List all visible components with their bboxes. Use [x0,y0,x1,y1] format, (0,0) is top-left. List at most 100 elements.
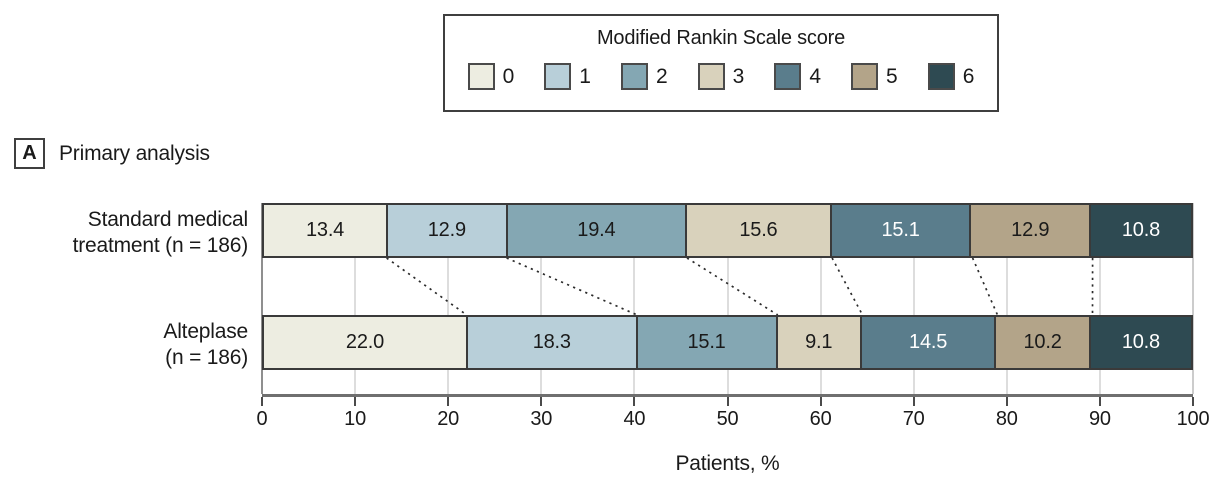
bar-segment-mrs-1: 12.9 [388,205,508,256]
gridline-100 [1192,203,1194,394]
bar-value-label: 18.3 [532,331,571,353]
panel-title: Primary analysis [59,141,210,165]
legend-item-label: 6 [962,64,975,88]
connector-line [971,258,999,315]
row-label-line: (n = 186) [165,346,248,369]
tick-mark-0 [261,397,263,406]
gridline-0 [261,203,263,394]
legend-item-4: 4 [774,63,821,90]
tick-label-80: 80 [995,408,1018,430]
tick-label-10: 10 [344,408,367,430]
gridline-70 [912,203,915,394]
legend-item-label: 0 [502,64,515,88]
bar-segment-mrs-5: 10.2 [996,317,1091,368]
bar-segment-mrs-3: 9.1 [777,317,862,368]
legend: Modified Rankin Scale score 0 1 2 3 4 5 6 [443,14,999,112]
tick-mark-90 [1098,397,1101,406]
bar-value-label: 12.9 [1011,219,1050,241]
connector-line [386,258,468,315]
legend-swatch-5 [851,63,879,90]
tick-mark-20 [447,397,450,406]
legend-item-label: 1 [579,64,591,88]
legend-item-0: 0 [467,63,515,90]
bar-segment-mrs-2: 19.4 [507,205,688,256]
legend-swatch-0 [467,63,495,90]
legend-items: 0 1 2 3 4 5 6 [445,63,997,90]
bar-segment-mrs-6: 10.8 [1090,317,1191,368]
legend-swatch-6 [927,63,955,90]
bar-segment-mrs-1: 18.3 [467,317,638,368]
legend-item-3: 3 [697,63,745,90]
row-label-line: Alteplase [163,320,248,343]
bar-value-label: 10.8 [1121,331,1160,353]
row-label-standard-medical-treatment: Standard medical treatment (n = 186) [0,207,249,259]
tick-label-20: 20 [437,408,460,430]
legend-swatch-3 [697,63,725,90]
legend-swatch-1 [544,63,572,90]
legend-item-2: 2 [620,63,668,90]
gridline-30 [540,203,543,394]
connector-line [831,258,864,315]
bar-segment-mrs-5: 12.9 [971,205,1091,256]
panel-letter: A [14,138,45,169]
tick-mark-80 [1005,397,1008,406]
bar-value-label: 12.9 [427,219,466,241]
bar-segment-mrs-0: 22.0 [264,317,468,368]
bar-segment-mrs-0: 13.4 [264,205,389,256]
legend-title: Modified Rankin Scale score [596,27,846,49]
legend-item-label: 4 [809,64,822,88]
tick-label-40: 40 [623,408,646,430]
legend-item-label: 3 [732,64,745,88]
legend-item-6: 6 [927,63,975,90]
bar-segment-mrs-4: 14.5 [861,317,997,368]
tick-mark-40 [633,397,636,406]
bar-value-label: 22.0 [345,331,385,353]
bar-standard-medical-treatment: 13.4 12.9 19.4 15.6 15.1 12.9 10.8 [262,203,1193,258]
legend-swatch-4 [774,63,802,90]
tick-mark-100 [1192,397,1194,406]
connector-line [686,258,779,315]
tick-label-90: 90 [1088,408,1111,430]
tick-label-30: 30 [530,408,553,430]
tick-mark-50 [726,397,729,406]
tick-label-0: 0 [256,408,268,430]
bar-value-label: 13.4 [305,219,345,241]
bar-value-label: 19.4 [577,219,616,241]
legend-item-1: 1 [544,63,591,90]
bar-value-label: 10.8 [1121,219,1161,241]
gridline-60 [819,203,822,394]
bar-segment-mrs-3: 15.6 [687,205,832,256]
bar-value-label: 15.1 [881,219,920,241]
bar-alteplase: 22.0 18.3 15.1 9.1 14.5 10.2 10.8 [262,315,1193,370]
bar-value-label: 15.1 [687,331,726,353]
gridline-50 [726,203,729,394]
bar-segment-mrs-2: 15.1 [637,317,778,368]
row-label-line: Standard medical [87,208,248,231]
tick-label-60: 60 [809,408,832,430]
bar-value-label: 15.6 [739,219,778,241]
gridline-10 [354,203,357,394]
tick-label-50: 50 [716,408,739,430]
row-label-line: treatment (n = 186) [72,234,249,257]
tick-mark-60 [819,397,822,406]
x-axis-line [262,394,1193,397]
legend-item-label: 5 [886,64,898,88]
gridline-90 [1098,203,1101,394]
bar-segment-mrs-6: 10.8 [1090,205,1191,256]
x-axis-label: Patients, % [675,452,780,475]
legend-swatch-2 [620,63,648,90]
legend-item-5: 5 [851,63,898,90]
gridline-40 [633,203,636,394]
tick-mark-70 [912,397,915,406]
bar-value-label: 9.1 [805,331,833,353]
tick-mark-30 [540,397,543,406]
tick-label-100: 100 [1176,408,1210,430]
bar-segment-mrs-4: 15.1 [831,205,972,256]
tick-mark-10 [354,397,357,406]
plot-area: 13.4 12.9 19.4 15.6 15.1 12.9 10.8 22.0 18.3 15.… [257,203,1210,475]
tick-label-70: 70 [902,408,925,430]
legend-item-label: 2 [655,64,668,88]
connector-lines [386,258,1094,315]
panel-label: A Primary analysis [14,138,210,169]
